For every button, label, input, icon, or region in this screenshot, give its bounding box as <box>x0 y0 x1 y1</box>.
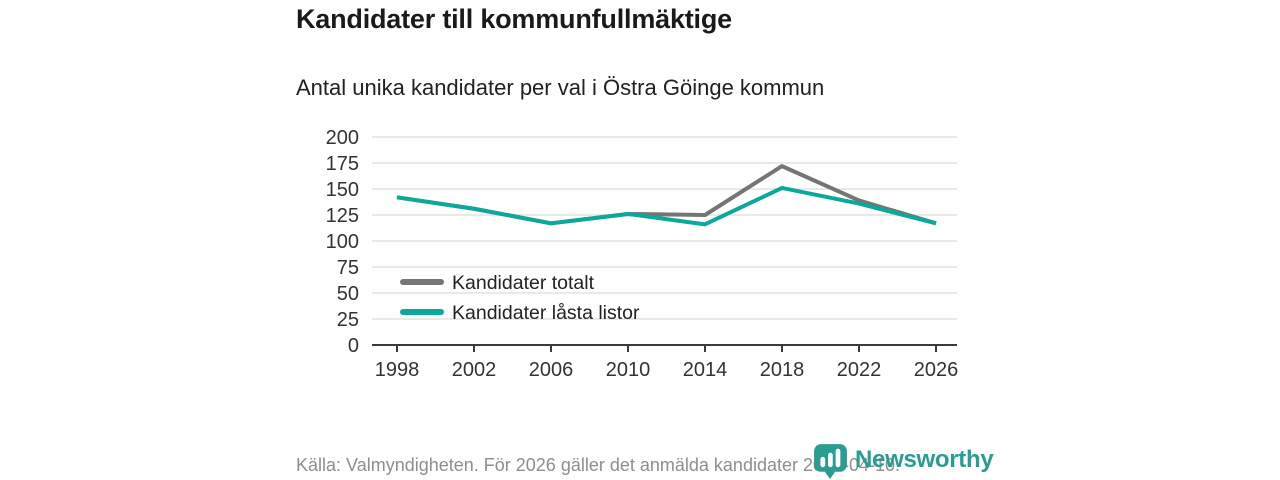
chart-title: Kandidater till kommunfullmäktige <box>296 4 732 34</box>
x-axis-tick-label: 1998 <box>375 359 420 381</box>
y-axis-tick-label: 200 <box>326 127 359 149</box>
newsworthy-logo: Newsworthy <box>812 440 994 480</box>
line-chart: 0 25 50 75 100 125 150 175 200 1998 2002 2006 2010 20… <box>326 127 959 381</box>
x-axis-tick-label: 2006 <box>529 359 574 381</box>
x-axis-tick-label: 2002 <box>452 359 497 381</box>
legend-swatch-0 <box>400 279 444 285</box>
source-note: Källa: Valmyndigheten. För 2026 gäller d… <box>296 455 901 475</box>
legend-label-0: Kandidater totalt <box>452 272 595 294</box>
x-axis-tick-label: 2022 <box>837 359 882 381</box>
series-line-1 <box>396 185 937 227</box>
y-axis-tick-label: 150 <box>326 179 359 201</box>
x-axis-tick-label: 2018 <box>760 359 805 381</box>
x-axis-tick-label: 2010 <box>606 359 651 381</box>
legend-swatch-1 <box>400 309 444 315</box>
y-axis-tick-label: 0 <box>348 335 359 357</box>
y-axis-tick-label: 100 <box>326 231 359 253</box>
y-axis-tick-label: 175 <box>326 153 359 175</box>
speech-bubble-bar-chart-icon <box>814 444 847 479</box>
y-axis-tick-label: 75 <box>337 257 359 279</box>
x-axis-tick-label: 2026 <box>914 359 959 381</box>
newsworthy-logo-text: Newsworthy <box>855 446 994 473</box>
chart-subtitle: Antal unika kandidater per val i Östra G… <box>296 75 825 100</box>
y-axis-tick-label: 50 <box>337 283 359 305</box>
y-axis-tick-label: 125 <box>326 205 359 227</box>
y-axis-tick-label: 25 <box>337 309 359 331</box>
legend-label-1: Kandidater låsta listor <box>452 302 640 324</box>
x-axis-tick-label: 2014 <box>683 359 728 381</box>
